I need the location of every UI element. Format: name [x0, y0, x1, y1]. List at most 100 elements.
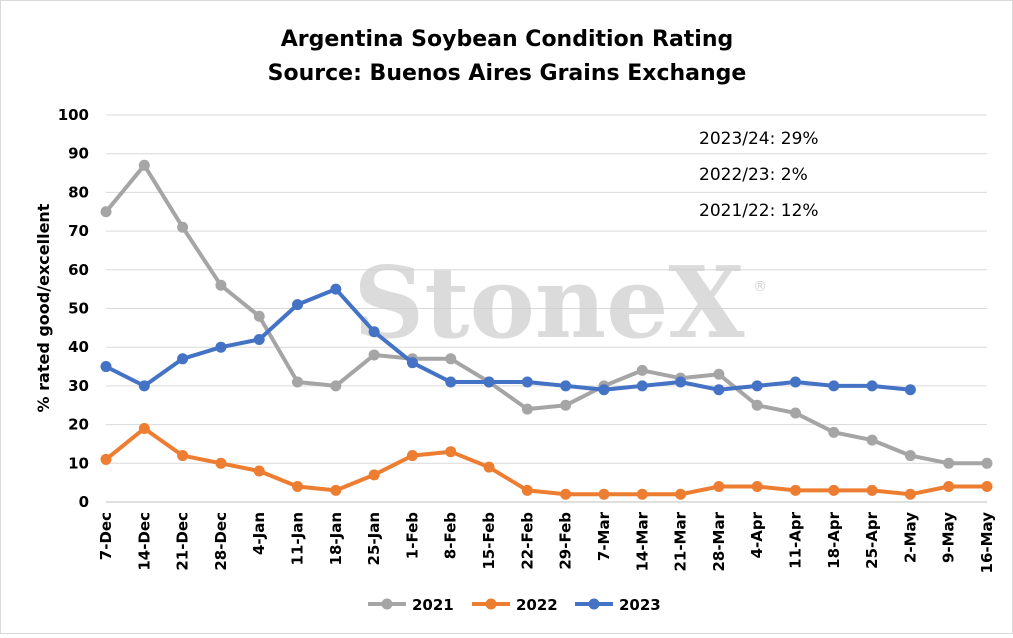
annotation-2021-22: 2021/22: 12% — [699, 201, 819, 221]
data-point-2021 — [866, 434, 878, 446]
data-point-2021 — [138, 159, 150, 171]
x-tick-label: 16-May — [978, 512, 996, 574]
data-point-2022 — [253, 465, 265, 477]
data-point-2021 — [904, 450, 916, 462]
series-line-2022 — [104, 426, 989, 497]
data-point-2021 — [751, 399, 763, 411]
series-group — [100, 159, 993, 500]
x-axis-ticks: 7-Dec 14-Dec 21-Dec 28-Dec 4-Jan 11-Jan 18-Jan… — [97, 511, 996, 573]
x-tick-label: 18-Jan — [327, 512, 345, 565]
data-point-2021 — [636, 364, 648, 376]
y-tick-label: 30 — [68, 377, 89, 395]
data-point-2021 — [368, 349, 380, 361]
data-point-2023 — [330, 283, 342, 295]
y-tick-label: 70 — [68, 222, 89, 240]
y-tick-label: 10 — [68, 454, 89, 472]
x-tick-label: 4-Jan — [250, 512, 268, 555]
data-point-2022 — [483, 461, 495, 473]
data-point-2022 — [866, 484, 878, 496]
y-tick-label: 0 — [79, 493, 89, 511]
data-point-2022 — [751, 481, 763, 493]
y-axis-ticks: 0 10 20 30 40 50 60 70 80 90 100 — [58, 106, 89, 511]
x-tick-label: 14-Mar — [633, 511, 651, 571]
y-axis-label: % rated good/excellent — [34, 203, 53, 412]
y-tick-label: 40 — [68, 338, 89, 356]
data-point-2023 — [713, 384, 725, 396]
x-tick-label: 2-May — [901, 512, 919, 563]
data-point-2023 — [598, 384, 610, 396]
x-tick-label: 22-Feb — [518, 512, 536, 570]
data-point-2021 — [713, 368, 725, 380]
data-point-2022 — [368, 469, 380, 481]
data-point-2023 — [483, 376, 495, 388]
data-point-2023 — [751, 380, 763, 392]
data-point-2022 — [713, 481, 725, 493]
x-tick-label: 28-Dec — [212, 512, 230, 571]
data-point-2022 — [445, 446, 457, 458]
legend-swatch-marker-2022 — [485, 598, 497, 610]
x-tick-label: 14-Dec — [135, 512, 153, 571]
data-point-2022 — [636, 488, 648, 500]
x-tick-label: 9-May — [940, 512, 958, 563]
x-tick-label: 1-Feb — [403, 512, 421, 559]
data-point-2023 — [368, 326, 380, 338]
data-point-2022 — [675, 488, 687, 500]
data-point-2021 — [330, 380, 342, 392]
data-point-2022 — [406, 450, 418, 462]
y-tick-label: 20 — [68, 416, 89, 434]
annotation-2023-24: 2023/24: 29% — [699, 129, 819, 149]
data-point-2022 — [177, 450, 189, 462]
y-tick-label: 60 — [68, 261, 89, 279]
legend-label-2023: 2023 — [619, 596, 661, 614]
data-point-2021 — [215, 279, 227, 291]
chart-title: Argentina Soybean Condition Rating — [281, 27, 734, 52]
x-tick-label: 21-Mar — [672, 511, 690, 571]
x-tick-label: 25-Jan — [365, 512, 383, 565]
annotation-2022-23: 2022/23: 2% — [699, 165, 808, 185]
data-point-2023 — [560, 380, 572, 392]
data-point-2021 — [560, 399, 572, 411]
data-point-2023 — [866, 380, 878, 392]
y-tick-label: 100 — [58, 106, 89, 124]
x-tick-label: 7-Dec — [97, 512, 115, 560]
legend-swatch-marker-2023 — [588, 598, 600, 610]
data-point-2023 — [636, 380, 648, 392]
x-tick-label: 4-Apr — [748, 511, 766, 558]
data-point-2023 — [521, 376, 533, 388]
series-line-2023 — [104, 287, 913, 392]
data-point-2021 — [100, 206, 112, 218]
data-point-2023 — [675, 376, 687, 388]
x-tick-label: 11-Apr — [786, 511, 804, 568]
data-point-2022 — [215, 457, 227, 469]
legend: 2021 2022 2023 — [368, 596, 661, 614]
data-point-2023 — [828, 380, 840, 392]
data-point-2023 — [445, 376, 457, 388]
data-point-2023 — [177, 353, 189, 365]
data-point-2022 — [521, 484, 533, 496]
data-point-2022 — [904, 488, 916, 500]
data-point-2022 — [100, 453, 112, 465]
data-point-2022 — [789, 484, 801, 496]
y-tick-label: 50 — [68, 300, 89, 318]
stonex-watermark: StoneX — [353, 246, 744, 361]
data-point-2022 — [560, 488, 572, 500]
data-point-2022 — [943, 481, 955, 493]
legend-swatch-marker-2021 — [381, 598, 393, 610]
data-point-2021 — [828, 426, 840, 438]
x-tick-label: 8-Feb — [442, 512, 460, 559]
data-point-2023 — [292, 299, 304, 311]
x-tick-label: 29-Feb — [557, 512, 575, 570]
data-point-2023 — [406, 357, 418, 369]
x-tick-label: 18-Apr — [825, 511, 843, 568]
x-tick-label: 21-Dec — [174, 512, 192, 571]
data-point-2023 — [215, 341, 227, 353]
data-point-2022 — [138, 422, 150, 434]
data-point-2021 — [943, 457, 955, 469]
data-point-2022 — [828, 484, 840, 496]
chart-subtitle: Source: Buenos Aires Grains Exchange — [268, 61, 747, 86]
data-point-2021 — [521, 403, 533, 415]
data-point-2021 — [445, 353, 457, 365]
data-point-2022 — [598, 488, 610, 500]
